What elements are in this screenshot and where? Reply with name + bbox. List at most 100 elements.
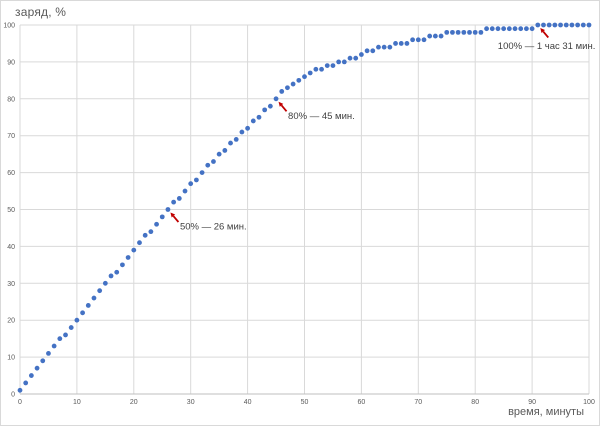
x-tick-label: 50 <box>301 399 309 406</box>
data-point <box>193 177 199 183</box>
data-point <box>262 107 268 113</box>
data-point <box>211 159 216 164</box>
data-point <box>182 188 188 194</box>
y-tick-label: 70 <box>7 133 15 140</box>
data-point <box>353 55 359 61</box>
data-point <box>46 351 51 356</box>
data-point <box>341 59 347 65</box>
data-point <box>34 365 40 371</box>
data-point <box>319 66 324 72</box>
data-point <box>267 103 273 109</box>
data-point <box>171 199 177 205</box>
data-point <box>125 255 131 260</box>
annotation-label: 100% — 1 час 31 мин. <box>498 41 596 52</box>
data-point <box>114 269 120 275</box>
data-point <box>302 74 307 80</box>
data-point <box>558 22 563 28</box>
data-point <box>285 85 290 91</box>
data-point <box>359 52 364 57</box>
data-point <box>250 118 256 124</box>
data-point <box>467 29 472 35</box>
data-point <box>28 373 34 378</box>
x-tick-label: 40 <box>244 399 252 406</box>
data-point <box>279 89 285 94</box>
data-point <box>154 221 159 227</box>
data-point <box>381 44 387 50</box>
data-point <box>313 66 319 72</box>
data-point <box>524 26 529 32</box>
annotation-arrow-shaft <box>542 30 549 39</box>
data-point <box>529 26 535 32</box>
data-point <box>330 63 336 68</box>
y-tick-label: 60 <box>7 170 15 177</box>
data-point <box>575 22 581 28</box>
y-tick-label: 80 <box>7 96 15 103</box>
x-tick-label: 60 <box>358 399 366 406</box>
data-point <box>552 22 558 28</box>
data-point <box>563 22 569 28</box>
data-point <box>108 273 114 279</box>
data-point <box>23 380 29 386</box>
data-point <box>336 59 342 65</box>
data-point <box>80 310 85 316</box>
data-point <box>239 129 245 135</box>
data-point <box>222 148 228 153</box>
data-point <box>393 41 398 46</box>
data-point <box>506 26 512 32</box>
data-point <box>97 288 103 294</box>
annotation-arrow-shaft <box>172 215 180 223</box>
data-point <box>427 33 433 39</box>
data-point <box>68 325 74 330</box>
annotation-label: 50% — 26 мин. <box>180 222 247 233</box>
data-point <box>376 44 381 50</box>
data-point <box>17 387 23 393</box>
x-tick-label: 20 <box>130 399 138 406</box>
data-point <box>51 343 57 349</box>
x-tick-label: 100 <box>583 399 595 406</box>
y-tick-label: 100 <box>3 23 15 30</box>
x-tick-label: 80 <box>471 399 479 406</box>
data-point <box>307 70 313 76</box>
data-point <box>245 125 251 131</box>
x-axis-title: время, минуты <box>508 406 584 418</box>
data-point <box>450 29 455 35</box>
data-point <box>233 136 239 142</box>
data-point <box>131 247 137 253</box>
data-point <box>137 240 142 246</box>
data-point <box>455 29 461 35</box>
data-point <box>159 214 165 220</box>
data-point <box>546 22 552 28</box>
data-point <box>188 181 194 187</box>
y-tick-label: 90 <box>7 59 15 66</box>
data-point <box>256 114 262 120</box>
data-point <box>290 81 296 87</box>
data-point <box>176 196 182 201</box>
data-point <box>370 48 376 54</box>
data-point <box>512 26 518 32</box>
data-point <box>518 26 524 32</box>
data-point <box>165 207 171 212</box>
data-point <box>199 170 205 176</box>
data-point <box>478 29 484 35</box>
annotation-arrowhead <box>278 101 284 107</box>
data-point <box>541 22 546 28</box>
x-tick-label: 10 <box>73 399 81 406</box>
data-point <box>444 29 450 35</box>
data-point <box>387 44 393 50</box>
data-point <box>438 33 444 39</box>
data-point <box>85 303 91 308</box>
data-point <box>421 37 427 43</box>
data-point <box>148 229 154 235</box>
data-point <box>364 48 370 54</box>
data-point <box>432 33 438 39</box>
data-point <box>324 63 330 68</box>
data-point <box>410 37 416 43</box>
annotation-label: 80% — 45 мин. <box>288 111 355 122</box>
data-point <box>398 41 404 46</box>
annotation-arrowhead <box>540 28 546 34</box>
data-point <box>489 26 495 32</box>
data-point <box>216 151 222 157</box>
x-tick-label: 30 <box>187 399 195 406</box>
